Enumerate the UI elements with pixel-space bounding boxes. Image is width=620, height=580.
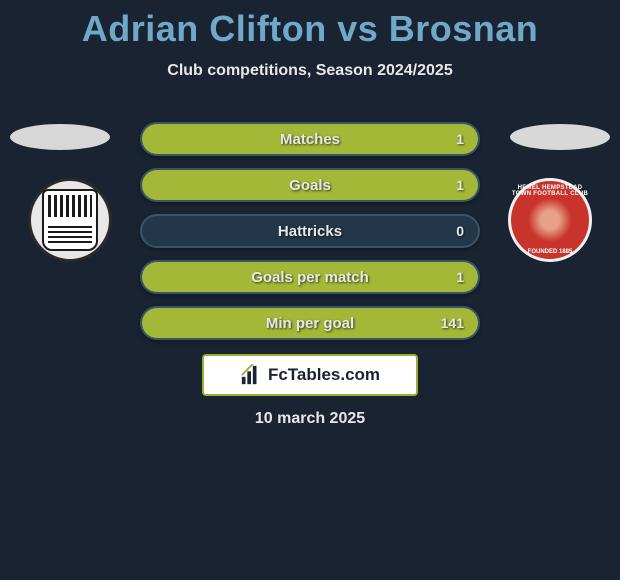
stat-label: Goals per match <box>142 269 478 286</box>
player-right-avatar <box>510 124 610 150</box>
brand-label: FcTables.com <box>268 365 380 385</box>
stat-right-value: 1 <box>456 269 464 285</box>
stats-container: Matches 1 Goals 1 Hattricks 0 Goals per … <box>140 122 480 352</box>
stat-right-value: 1 <box>456 177 464 193</box>
page-title: Adrian Clifton vs Brosnan <box>0 0 620 50</box>
stat-right-value: 1 <box>456 131 464 147</box>
stat-row-hattricks: Hattricks 0 <box>140 214 480 248</box>
club-left-badge <box>28 178 112 262</box>
club-right-ring-bottom: FOUNDED 1885 <box>511 249 589 255</box>
stat-label: Matches <box>142 131 478 148</box>
club-right-badge: HEMEL HEMPSTEAD TOWN FOOTBALL CLUB FOUND… <box>508 178 592 262</box>
stat-label: Hattricks <box>142 223 478 240</box>
stat-row-goals: Goals 1 <box>140 168 480 202</box>
stat-label: Min per goal <box>142 315 478 332</box>
club-right-ring-top: HEMEL HEMPSTEAD TOWN FOOTBALL CLUB <box>511 185 589 197</box>
stat-right-value: 0 <box>456 223 464 239</box>
stat-row-gpm: Goals per match 1 <box>140 260 480 294</box>
stat-label: Goals <box>142 177 478 194</box>
stat-right-value: 141 <box>441 315 464 331</box>
player-left-avatar <box>10 124 110 150</box>
stat-row-mpg: Min per goal 141 <box>140 306 480 340</box>
stat-row-matches: Matches 1 <box>140 122 480 156</box>
page-subtitle: Club competitions, Season 2024/2025 <box>0 62 620 80</box>
bar-chart-icon <box>240 364 262 386</box>
fctables-link[interactable]: FcTables.com <box>202 354 418 396</box>
date-label: 10 march 2025 <box>0 410 620 428</box>
